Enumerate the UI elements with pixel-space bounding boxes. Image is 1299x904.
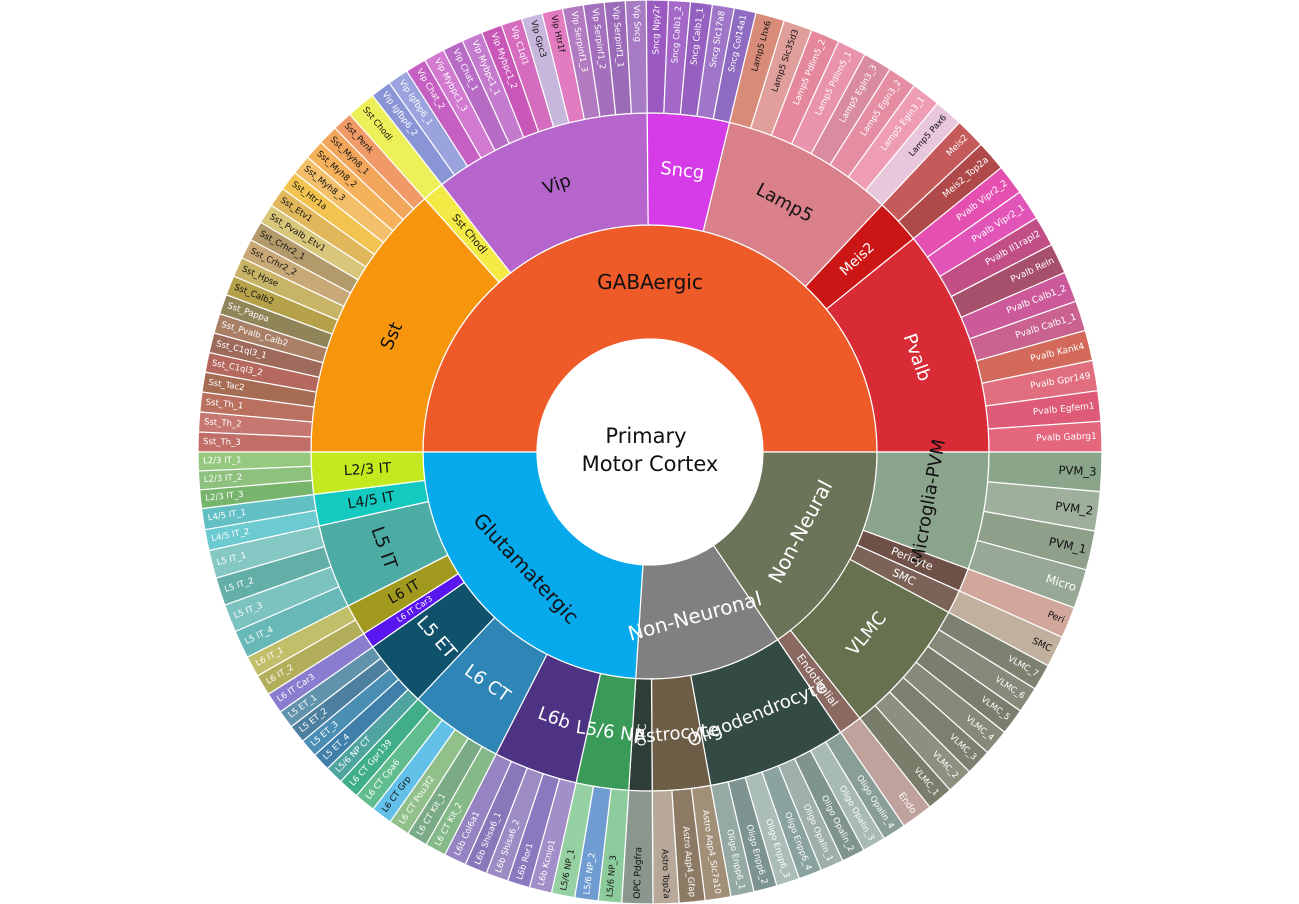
label-vip-serpinf1-1: Vip Serpinf1_1 [610,6,625,68]
label-l2-3-it: L2/3 IT [343,460,392,479]
label-sst-th-2: Sst_Th_2 [204,417,242,429]
label-l5-6-np-3: L5/6 NP_3 [605,855,619,898]
label-sst-th-1: Sst_Th_1 [205,398,244,412]
label-opc: OPC [635,723,649,746]
sunburst-rings [197,0,1103,904]
center-title-line2: Motor Cortex [582,452,719,476]
label-sst-th-3: Sst_Th_3 [203,437,241,448]
label-vip-sncg: Vip Sncg [631,5,642,42]
label-l2-3-it-2: L2/3 IT_2 [204,473,243,485]
label-sncg-npy2r: Sncg Npy2r [651,4,662,54]
label-gabaergic: GABAergic [597,270,703,294]
label-astro-top2a: Astro Top2a [659,849,671,899]
label-pvm-2: PVM_2 [1054,499,1094,518]
label-l2-3-it-3: L2/3 IT_3 [205,490,244,504]
label-sncg-calb1-2: Sncg Calb1_2 [670,6,684,64]
label-l2-3-it-1: L2/3 IT_1 [203,456,242,467]
segment-l2-3-it-1 [197,451,312,472]
label-pvm-3: PVM_3 [1058,463,1097,479]
label-sncg: Sncg [659,158,705,184]
label-opc-pdgfra: OPC Pdgfra [632,847,644,899]
label-pvalb-gabrg1: Pvalb Gabrg1 [1036,432,1097,444]
center-title-line1: Primary [605,424,686,448]
center-hole [537,339,763,565]
